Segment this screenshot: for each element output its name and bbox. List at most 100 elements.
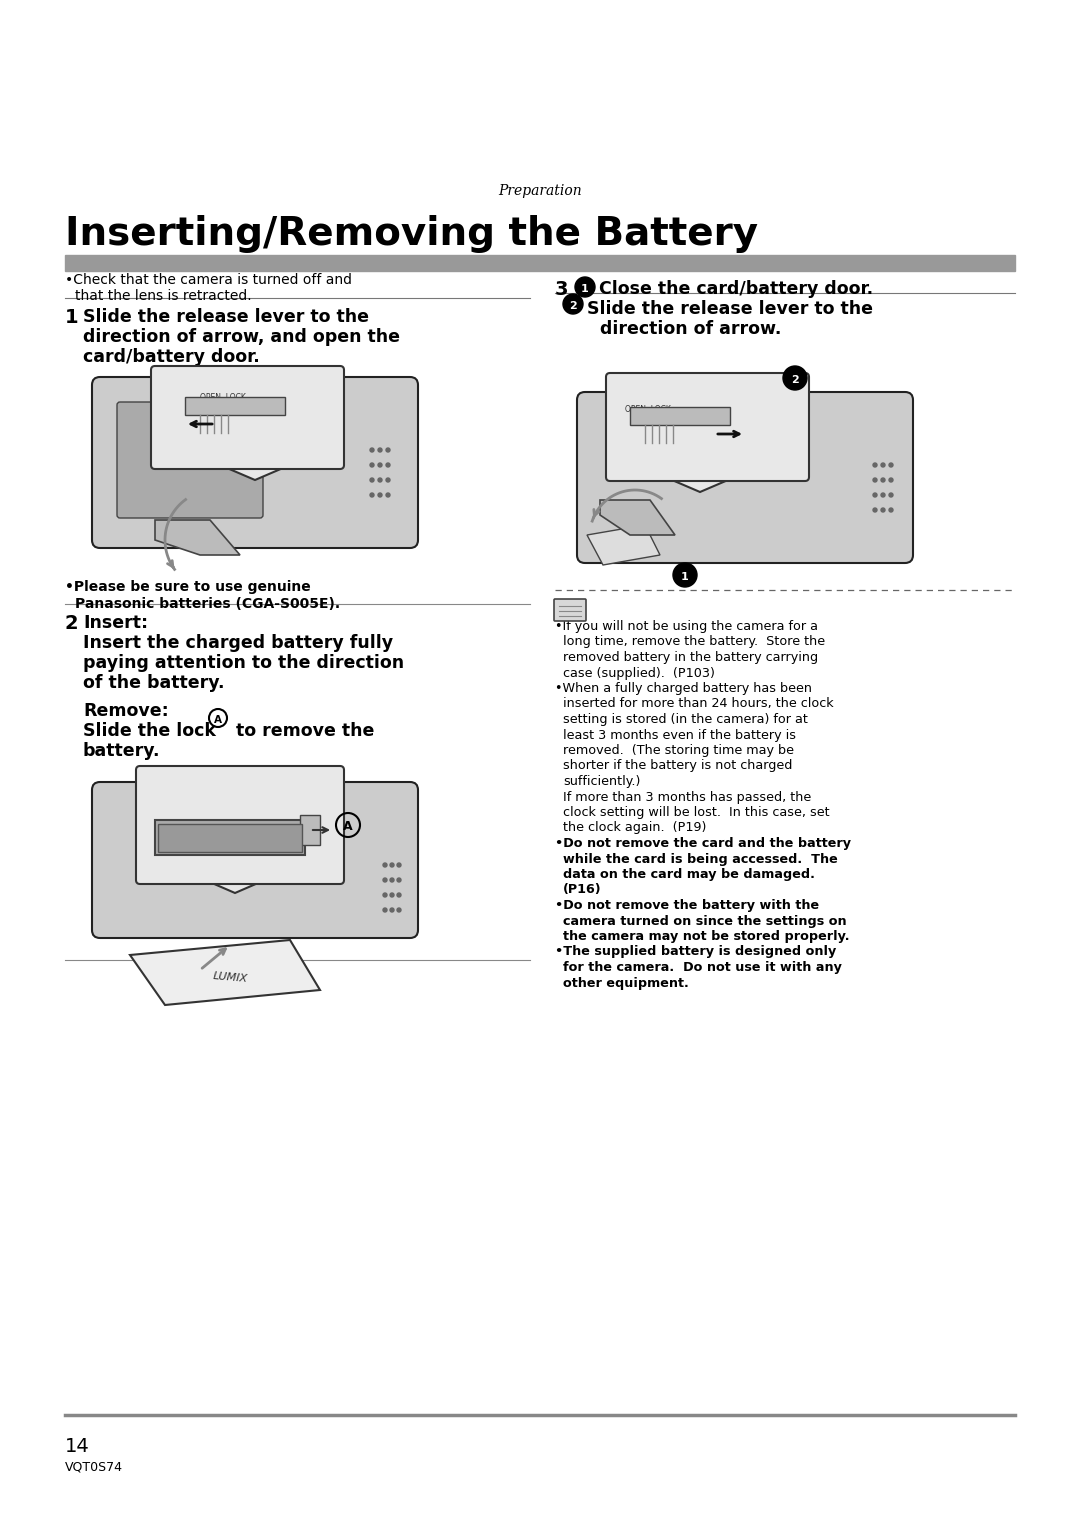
Bar: [156, 819, 305, 855]
Circle shape: [383, 893, 387, 897]
FancyBboxPatch shape: [577, 392, 913, 563]
Circle shape: [397, 864, 401, 867]
Text: •If you will not be using the camera for a: •If you will not be using the camera for…: [555, 620, 818, 633]
Circle shape: [370, 493, 374, 497]
Text: least 3 months even if the battery is: least 3 months even if the battery is: [563, 728, 796, 742]
Text: data on the card may be damaged.: data on the card may be damaged.: [563, 868, 815, 881]
Circle shape: [397, 908, 401, 913]
Circle shape: [378, 478, 382, 482]
Text: 1: 1: [581, 284, 589, 295]
Text: 2: 2: [569, 301, 577, 311]
Text: Slide the lock: Slide the lock: [83, 722, 221, 740]
Text: 1: 1: [65, 308, 79, 327]
FancyBboxPatch shape: [554, 600, 586, 621]
Text: direction of arrow.: direction of arrow.: [600, 320, 781, 337]
Circle shape: [889, 508, 893, 513]
Text: Inserting/Removing the Battery: Inserting/Removing the Battery: [65, 215, 758, 253]
Circle shape: [873, 478, 877, 482]
FancyBboxPatch shape: [92, 781, 418, 938]
Circle shape: [378, 462, 382, 467]
Text: Slide the release lever to the: Slide the release lever to the: [83, 308, 369, 327]
Text: card/battery door.: card/battery door.: [83, 348, 260, 366]
Text: long time, remove the battery.  Store the: long time, remove the battery. Store the: [563, 635, 825, 649]
Text: the clock again.  (P19): the clock again. (P19): [563, 821, 706, 835]
Text: to remove the: to remove the: [230, 722, 375, 740]
Text: OPEN  LOCK: OPEN LOCK: [625, 404, 671, 414]
Text: A: A: [343, 821, 353, 833]
Text: •Do not remove the card and the battery: •Do not remove the card and the battery: [555, 836, 851, 850]
Text: A: A: [214, 716, 222, 725]
Text: that the lens is retracted.: that the lens is retracted.: [75, 288, 252, 304]
Circle shape: [370, 462, 374, 467]
FancyBboxPatch shape: [151, 366, 345, 468]
Text: 2: 2: [792, 375, 799, 385]
Circle shape: [378, 449, 382, 452]
Circle shape: [873, 508, 877, 513]
Text: setting is stored (in the camera) for at: setting is stored (in the camera) for at: [563, 713, 808, 726]
Text: VQT0S74: VQT0S74: [65, 1460, 123, 1473]
Bar: [158, 824, 302, 852]
Circle shape: [383, 864, 387, 867]
Text: shorter if the battery is not charged: shorter if the battery is not charged: [563, 760, 793, 772]
Circle shape: [889, 493, 893, 497]
Circle shape: [881, 462, 885, 467]
Circle shape: [370, 478, 374, 482]
Circle shape: [390, 864, 394, 867]
Text: battery.: battery.: [83, 742, 161, 760]
Circle shape: [873, 462, 877, 467]
Circle shape: [397, 893, 401, 897]
Circle shape: [390, 893, 394, 897]
Circle shape: [397, 877, 401, 882]
Circle shape: [873, 493, 877, 497]
Text: paying attention to the direction: paying attention to the direction: [83, 655, 404, 671]
Text: •Please be sure to use genuine: •Please be sure to use genuine: [65, 580, 311, 594]
Text: •Do not remove the battery with the: •Do not remove the battery with the: [555, 899, 819, 913]
Circle shape: [575, 278, 595, 298]
Circle shape: [386, 462, 390, 467]
Polygon shape: [130, 940, 320, 1006]
Text: while the card is being accessed.  The: while the card is being accessed. The: [563, 853, 838, 865]
Text: case (supplied).  (P103): case (supplied). (P103): [563, 667, 715, 679]
Circle shape: [889, 478, 893, 482]
Text: 2: 2: [65, 613, 79, 633]
Circle shape: [390, 908, 394, 913]
Text: direction of arrow, and open the: direction of arrow, and open the: [83, 328, 400, 346]
Text: •Check that the camera is turned off and: •Check that the camera is turned off and: [65, 273, 352, 287]
Text: inserted for more than 24 hours, the clock: inserted for more than 24 hours, the clo…: [563, 697, 834, 711]
FancyBboxPatch shape: [117, 401, 264, 517]
FancyBboxPatch shape: [136, 766, 345, 884]
Circle shape: [378, 493, 382, 497]
Text: •When a fully charged battery has been: •When a fully charged battery has been: [555, 682, 812, 694]
Circle shape: [881, 493, 885, 497]
FancyBboxPatch shape: [606, 372, 809, 481]
Text: LUMIX: LUMIX: [212, 972, 247, 984]
Text: 3: 3: [555, 279, 568, 299]
Bar: [185, 397, 285, 415]
Bar: [65, 255, 1015, 272]
Text: •The supplied battery is designed only: •The supplied battery is designed only: [555, 946, 836, 958]
Circle shape: [383, 877, 387, 882]
Polygon shape: [588, 525, 660, 565]
Circle shape: [383, 908, 387, 913]
Circle shape: [386, 449, 390, 452]
Bar: [630, 407, 730, 426]
Text: Slide the release lever to the: Slide the release lever to the: [588, 301, 873, 317]
FancyBboxPatch shape: [92, 377, 418, 548]
Text: removed.  (The storing time may be: removed. (The storing time may be: [563, 745, 794, 757]
Text: 1: 1: [681, 572, 689, 581]
Text: for the camera.  Do not use it with any: for the camera. Do not use it with any: [563, 961, 842, 974]
Text: removed battery in the battery carrying: removed battery in the battery carrying: [563, 652, 819, 664]
Circle shape: [673, 563, 697, 588]
Text: the camera may not be stored properly.: the camera may not be stored properly.: [563, 929, 850, 943]
Text: Remove:: Remove:: [83, 702, 168, 720]
Circle shape: [881, 478, 885, 482]
Text: other equipment.: other equipment.: [563, 977, 689, 989]
Circle shape: [386, 478, 390, 482]
Polygon shape: [156, 520, 240, 555]
Circle shape: [386, 493, 390, 497]
Polygon shape: [220, 465, 291, 481]
Text: OPEN  LOCK: OPEN LOCK: [200, 394, 246, 401]
Text: clock setting will be lost.  In this case, set: clock setting will be lost. In this case…: [563, 806, 829, 819]
Text: Panasonic batteries (CGA-S005E).: Panasonic batteries (CGA-S005E).: [75, 597, 340, 610]
Circle shape: [783, 366, 807, 391]
